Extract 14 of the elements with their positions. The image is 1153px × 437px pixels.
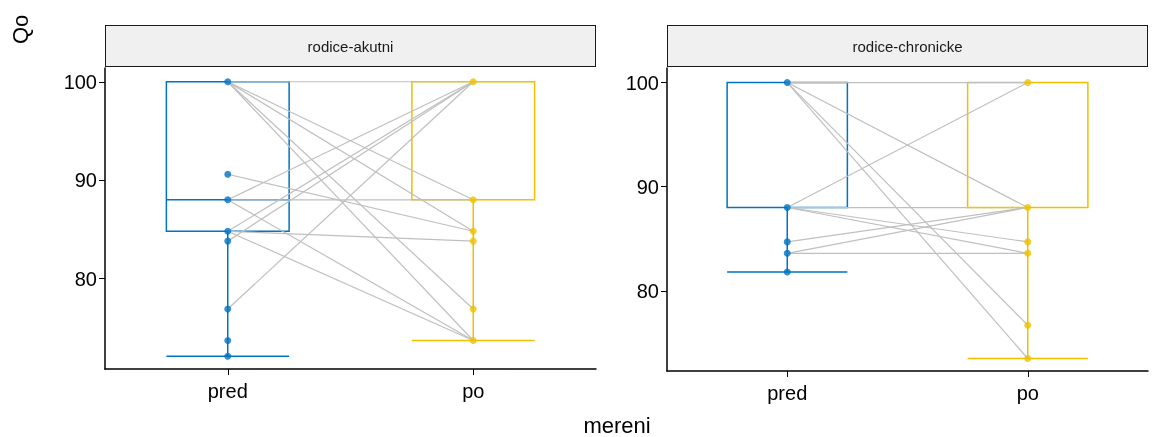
x-tick-label: po [462, 380, 485, 402]
y-tick-label: 80 [74, 267, 97, 290]
y-tick-label: 80 [636, 279, 659, 302]
x-tick-label: pred [767, 382, 808, 404]
x-tick-label: pred [207, 380, 248, 402]
y-tick-label: 100 [63, 70, 97, 93]
x-axis-title: mereni [582, 413, 652, 437]
y-tick-label: 90 [74, 169, 97, 192]
y-axis-title: Qo [8, 14, 34, 44]
chart-title: rodice-chronicke [667, 25, 1148, 67]
chart-title: rodice-akutni [105, 25, 596, 67]
y-tick-label: 90 [636, 175, 659, 198]
y-tick-label: 100 [625, 71, 659, 94]
x-tick-label: po [1016, 382, 1039, 404]
